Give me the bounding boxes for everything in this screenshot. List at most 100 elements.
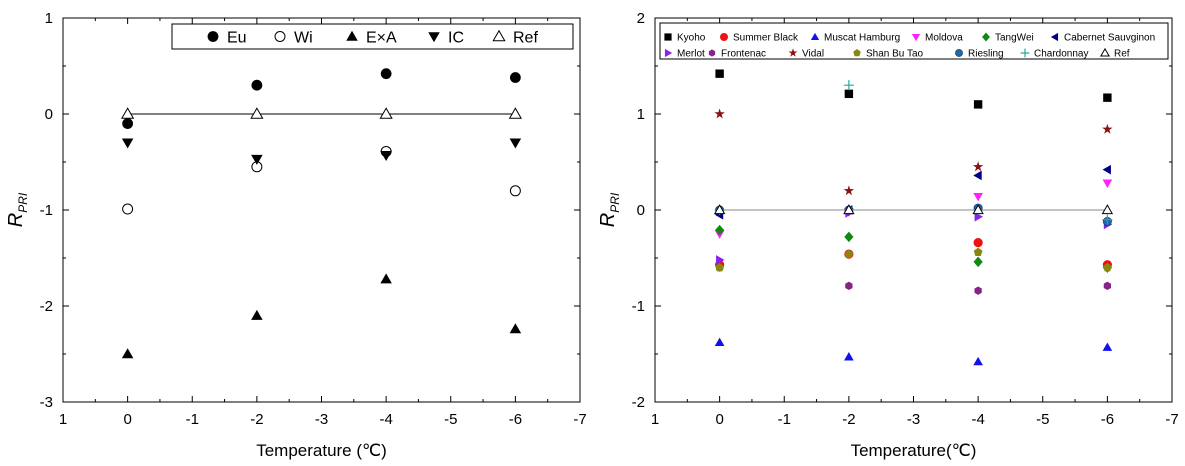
legend-marker (911, 33, 921, 42)
data-point (972, 161, 984, 172)
legend-marker (664, 48, 673, 58)
data-point (974, 286, 982, 295)
legend-marker (274, 31, 286, 42)
data-point (509, 185, 521, 197)
y-tick-label: 0 (637, 202, 645, 219)
legend-label: Ref (1114, 49, 1130, 60)
data-point (713, 204, 726, 215)
legend-label: Merlot (677, 49, 705, 60)
series-wi (122, 145, 521, 215)
data-point (1103, 281, 1112, 291)
data-point (380, 273, 392, 284)
series-ref (713, 204, 1114, 215)
x-tick-label: -4 (379, 411, 392, 428)
legend-label: Cabernet Sauvginon (1064, 33, 1155, 44)
data-point (509, 323, 522, 334)
data-point (121, 348, 134, 359)
legend-label: Muscat Hamburg (824, 33, 900, 44)
x-tick-label: -6 (1101, 411, 1114, 428)
series-kyoho (715, 69, 1112, 109)
data-point (715, 262, 725, 272)
x-tick-label: -3 (315, 411, 328, 428)
legend-label: E×A (366, 30, 397, 47)
data-point (1102, 214, 1113, 225)
series-riesling (715, 203, 1112, 227)
legend-marker (1050, 32, 1059, 42)
series-cabernet-sauvginon (714, 164, 1111, 220)
x-tick-label: -6 (509, 411, 522, 428)
data-point (509, 138, 522, 149)
series-muscat-hamburg (714, 337, 1113, 366)
legend-marker (1099, 47, 1111, 57)
x-tick-label: -5 (444, 411, 457, 428)
series-tangwei (715, 224, 1112, 273)
series-summer-black (715, 238, 1112, 270)
legend-marker (955, 49, 963, 57)
x-tick-label: -1 (186, 411, 199, 428)
y-tick-label: 1 (45, 10, 53, 27)
data-point (714, 108, 725, 119)
series-vidal (714, 108, 1113, 196)
legend-box (659, 22, 1169, 60)
data-point (1102, 262, 1112, 272)
legend-marker (346, 30, 358, 41)
y-tick-label: -3 (40, 394, 53, 411)
legend-label: Eu (227, 30, 247, 47)
data-point (844, 352, 854, 361)
x-axis-title: Temperature (℃) (256, 441, 387, 460)
data-point (121, 107, 135, 119)
legend-label: IC (448, 30, 464, 47)
x-tick-label: -1 (778, 411, 791, 428)
data-point (1101, 204, 1114, 215)
data-point (122, 118, 134, 129)
data-point (973, 256, 983, 268)
y-axis-title-subscript: PRI (16, 192, 30, 213)
data-point (251, 309, 263, 320)
data-point (380, 68, 392, 80)
legend-marker (982, 32, 990, 42)
legend-label: Moldova (925, 33, 963, 44)
legend-box (171, 23, 574, 50)
data-point (973, 192, 983, 202)
x-tick-label: -4 (971, 411, 984, 428)
legend-marker (810, 32, 820, 41)
y-tick-label: 0 (45, 106, 53, 123)
data-point (973, 356, 983, 366)
data-point (380, 151, 392, 162)
data-point (716, 255, 725, 265)
series-frontenac (715, 263, 1112, 295)
data-point (251, 154, 263, 165)
data-point (843, 204, 855, 215)
y-axis-title: RPRI (5, 192, 30, 227)
legend-label: TangWei (995, 33, 1034, 44)
data-point (974, 211, 983, 222)
y-axis-title-main: R (597, 213, 619, 227)
legend-marker (664, 33, 672, 41)
x-tick-label: 1 (59, 411, 67, 428)
y-axis-title-subscript: PRI (608, 192, 622, 213)
series-merlot (716, 208, 1113, 265)
data-point (715, 69, 724, 78)
legend: Eu Wi E×A IC Ref (171, 23, 574, 50)
y-tick-label: -2 (40, 298, 53, 315)
data-point (973, 100, 983, 109)
data-point (973, 238, 983, 248)
data-point (1102, 179, 1113, 188)
x-tick-label: -2 (842, 411, 855, 428)
legend-label: Wi (294, 30, 313, 47)
y-axis-title: RPRI (597, 192, 622, 227)
legend-marker (708, 49, 716, 57)
chart-panel-2: 1 0 -1 -2 -3 -4 -5 -6 -7 -2 -1 0 1 2 Temperature(℃) RPR… (597, 10, 1179, 460)
data-point (1102, 123, 1113, 134)
data-point (844, 89, 854, 99)
legend-label: Frontenac (721, 49, 766, 60)
y-axis-title-main: R (5, 213, 27, 227)
x-tick-label: 0 (123, 411, 131, 428)
y-tick-label: -1 (632, 298, 645, 315)
data-point (250, 107, 264, 119)
data-point (844, 249, 854, 258)
data-point (972, 204, 984, 215)
x-tick-label: -7 (1165, 411, 1178, 428)
legend-marker (853, 49, 861, 57)
